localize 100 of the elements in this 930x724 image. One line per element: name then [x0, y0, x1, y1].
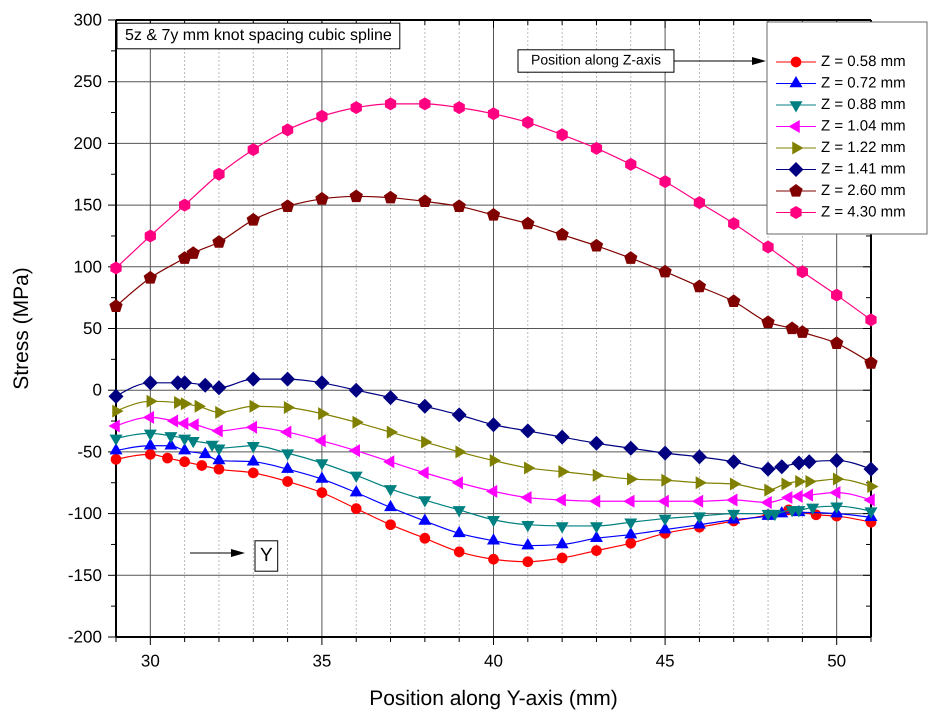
point [791, 456, 806, 471]
annotation: 5z & 7y mm knot spacing cubic spline [125, 27, 392, 44]
point [590, 142, 602, 155]
point [659, 175, 671, 188]
point [796, 265, 808, 278]
point [623, 440, 638, 456]
point [383, 390, 398, 406]
point [110, 262, 122, 275]
point [761, 315, 775, 328]
y-tick-label: 200 [74, 134, 102, 153]
point [830, 336, 844, 349]
point [350, 503, 362, 514]
annotation: Y [260, 545, 273, 566]
point [213, 168, 225, 181]
x-tick-label: 45 [656, 651, 675, 670]
point [110, 454, 122, 465]
point [694, 196, 706, 210]
point [486, 417, 501, 432]
legend-label: Z = 2.60 mm [821, 182, 906, 199]
point [864, 356, 878, 369]
x-tick-label: 35 [312, 651, 332, 670]
point [590, 238, 604, 252]
x-axis-title: Position along Y-axis (mm) [369, 687, 618, 710]
point [280, 199, 294, 212]
point [802, 454, 817, 470]
point [246, 372, 261, 387]
point [211, 380, 226, 396]
point [144, 449, 156, 460]
point [248, 468, 259, 478]
legend-label: Z = 0.88 mm [821, 96, 906, 113]
point [726, 454, 742, 470]
point [452, 199, 466, 212]
point [179, 456, 190, 468]
point [144, 270, 157, 284]
point [196, 460, 208, 471]
point [454, 101, 465, 114]
y-tick-label: -150 [68, 566, 102, 585]
x-tick-label: 30 [140, 651, 160, 670]
y-tick-label: 50 [82, 318, 102, 338]
point [522, 556, 534, 568]
point [488, 554, 499, 565]
point [554, 430, 570, 445]
point [625, 538, 636, 549]
annotation: Position along Z-axis [531, 52, 661, 68]
point [282, 476, 293, 487]
y-tick-label: -50 [77, 442, 102, 462]
point [316, 110, 328, 123]
y-tick-label: 250 [74, 72, 102, 92]
point [142, 375, 158, 390]
point [762, 240, 774, 254]
point [246, 212, 260, 226]
point [420, 532, 430, 544]
y-tick-label: 150 [74, 196, 102, 215]
point [385, 519, 396, 530]
point [831, 288, 842, 302]
x-tick-label: 40 [484, 651, 503, 670]
point [865, 313, 877, 326]
point [727, 294, 740, 308]
point [384, 97, 396, 110]
y-tick-label: 100 [74, 257, 102, 276]
point [214, 464, 224, 475]
point [521, 216, 534, 230]
legend-label: Z = 1.22 mm [821, 138, 906, 156]
legend-label: Z = 0.72 mm [821, 74, 906, 92]
y-tick-label: 0 [92, 380, 102, 400]
point [796, 325, 810, 338]
point [774, 459, 790, 474]
point [556, 552, 568, 564]
point [624, 251, 638, 264]
y-axis-title: Stress (MPa) [10, 267, 33, 390]
x-tick-label: 50 [827, 651, 846, 670]
point [658, 264, 672, 278]
point [785, 322, 799, 334]
point [350, 189, 363, 202]
y-tick-label: -100 [68, 504, 102, 524]
point [864, 462, 878, 477]
point [760, 462, 776, 477]
point [384, 190, 398, 204]
point [109, 299, 123, 312]
point [179, 198, 190, 212]
legend-label: Z = 4.30 mm [821, 203, 906, 220]
point [520, 423, 536, 438]
point [186, 246, 200, 259]
point [316, 487, 328, 498]
point [418, 194, 432, 208]
point [692, 280, 706, 292]
y-tick-label: 300 [74, 10, 102, 30]
point [282, 123, 294, 136]
point [419, 97, 430, 110]
point [348, 382, 364, 398]
point [454, 546, 465, 558]
point [108, 388, 124, 404]
point [829, 453, 844, 468]
point [452, 407, 467, 422]
point [591, 545, 602, 556]
point [144, 229, 156, 242]
y-tick-label: -200 [68, 627, 102, 646]
point [488, 107, 500, 120]
point [522, 116, 534, 129]
point [486, 208, 500, 221]
